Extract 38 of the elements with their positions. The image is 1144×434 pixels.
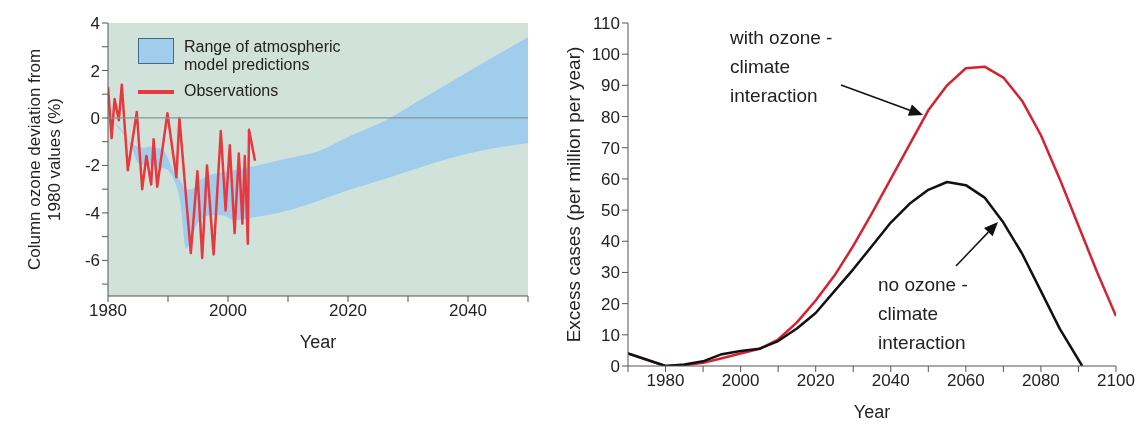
y-tick-label: 90	[601, 76, 620, 96]
y-tick-label: 0	[610, 357, 620, 377]
x-tick-label: 2020	[796, 371, 835, 391]
x-tick-label: 2080	[1022, 371, 1060, 391]
x-tick-label: 1980	[89, 301, 127, 321]
legend-label: Observations	[184, 82, 280, 100]
annotation: no ozone - climate interaction	[878, 274, 968, 353]
x-axis-title: Year	[853, 402, 891, 422]
y-tick-label: -4	[84, 203, 100, 223]
x-tick-label: 2000	[721, 371, 760, 391]
annotation: with ozone - climate interaction	[729, 27, 833, 106]
x-tick-label: 2020	[329, 301, 367, 321]
y-tick-label: 80	[601, 107, 620, 127]
y-tick-label: 10	[601, 325, 620, 345]
x-tick-label: 2040	[871, 371, 910, 391]
y-tick-label: 100	[591, 45, 620, 65]
x-tick-label: 2100	[1097, 371, 1135, 391]
y-tick-label: 30	[601, 263, 620, 283]
y-tick-label: 40	[601, 232, 620, 252]
x-tick-label: 2000	[209, 301, 247, 321]
y-axis-title: Column ozone deviation from 1980 values (%)	[25, 48, 64, 271]
x-tick-label: 2040	[449, 301, 487, 321]
y-tick-label: 110	[592, 14, 620, 34]
x-axis-title: Year	[299, 332, 337, 352]
y-tick-label: 0	[90, 108, 100, 128]
line-series	[628, 180, 1084, 366]
y-tick-label: -2	[84, 156, 100, 176]
y-tick-label: -6	[84, 251, 100, 271]
y-tick-label: 70	[601, 138, 620, 158]
x-tick-label: 1980	[646, 371, 685, 391]
legend-label: Range of atmospheric model predictions	[184, 38, 342, 74]
y-axis-title: Excess cases (per million per year)	[563, 46, 584, 343]
y-tick-label: 60	[601, 169, 620, 189]
y-tick-label: 4	[90, 14, 100, 34]
x-tick-label: 2060	[946, 371, 985, 391]
y-tick-label: 20	[601, 294, 620, 314]
y-tick-label: 50	[601, 201, 620, 221]
y-tick-label: 2	[90, 61, 100, 81]
